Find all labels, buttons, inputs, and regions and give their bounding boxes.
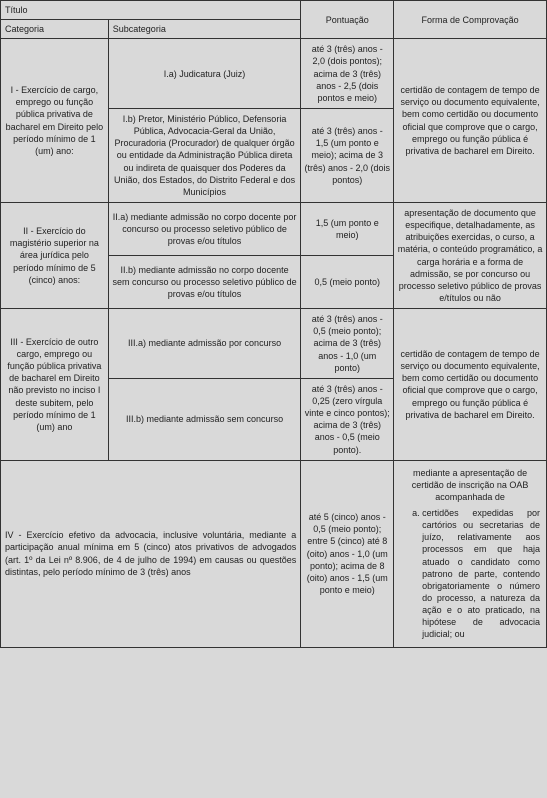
giv-forma: mediante a apresentação de certidão de i…: [394, 460, 547, 647]
giv-pts: até 5 (cinco) anos - 0,5 (meio ponto); e…: [301, 460, 394, 647]
h-titulo: Título: [1, 1, 301, 20]
table-row: II - Exercício do magistério superior na…: [1, 202, 547, 255]
table-row: IV - Exercício efetivo da advocacia, inc…: [1, 460, 547, 647]
giv-forma-a: certidões expedidas por cartórios ou sec…: [422, 507, 540, 641]
table-row: III - Exercício de outro cargo, emprego …: [1, 309, 547, 379]
giv-categoria: IV - Exercício efetivo da advocacia, inc…: [1, 460, 301, 647]
giii-b-pts: até 3 (três) anos - 0,25 (zero vírgula v…: [301, 378, 394, 460]
table-row: I - Exercício de cargo, emprego ou funçã…: [1, 39, 547, 109]
gi-forma: certidão de contagem de tempo de serviço…: [394, 39, 547, 203]
gii-a-pts: 1,5 (um ponto e meio): [301, 202, 394, 255]
giii-a-pts: até 3 (três) anos - 0,5 (meio ponto); ac…: [301, 309, 394, 379]
h-forma: Forma de Comprovação: [394, 1, 547, 39]
gii-a-sub: II.a) mediante admissão no corpo docente…: [108, 202, 301, 255]
titulos-table: Título Pontuação Forma de Comprovação Ca…: [0, 0, 547, 648]
header-row-1: Título Pontuação Forma de Comprovação: [1, 1, 547, 20]
h-pontuacao: Pontuação: [301, 1, 394, 39]
giii-categoria: III - Exercício de outro cargo, emprego …: [1, 309, 109, 461]
gi-b-pts: até 3 (três) anos - 1,5 (um ponto e meio…: [301, 108, 394, 202]
giii-b-sub: III.b) mediante admissão sem concurso: [108, 378, 301, 460]
gii-b-sub: II.b) mediante admissão no corpo docente…: [108, 256, 301, 309]
gii-b-pts: 0,5 (meio ponto): [301, 256, 394, 309]
gii-categoria: II - Exercício do magistério superior na…: [1, 202, 109, 308]
h-subcategoria: Subcategoria: [108, 20, 301, 39]
giv-forma-intro: mediante a apresentação de certidão de i…: [400, 467, 540, 503]
gi-a-pts: até 3 (três) anos - 2,0 (dois pontos); a…: [301, 39, 394, 109]
giv-forma-list: certidões expedidas por cartórios ou sec…: [400, 507, 540, 641]
gi-categoria: I - Exercício de cargo, emprego ou funçã…: [1, 39, 109, 203]
gii-forma: apresentação de documento que especifiqu…: [394, 202, 547, 308]
giii-a-sub: III.a) mediante admissão por concurso: [108, 309, 301, 379]
gi-b-sub: I.b) Pretor, Ministério Público, Defenso…: [108, 108, 301, 202]
giii-forma: certidão de contagem de tempo de serviço…: [394, 309, 547, 461]
h-categoria: Categoria: [1, 20, 109, 39]
gi-a-sub: I.a) Judicatura (Juiz): [108, 39, 301, 109]
